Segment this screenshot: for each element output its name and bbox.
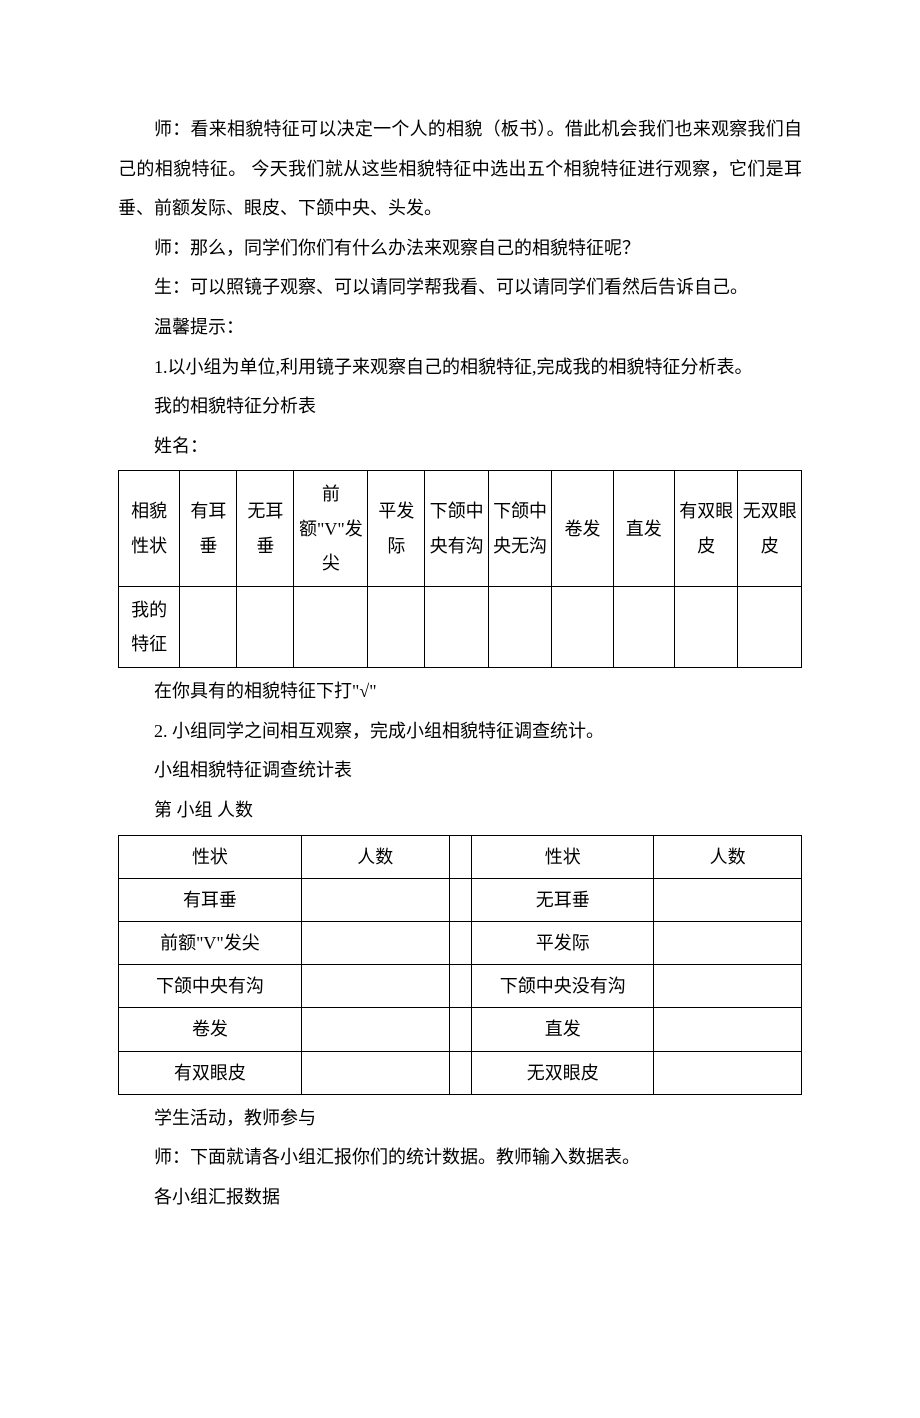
paragraph: 姓名： bbox=[118, 427, 802, 467]
cell-trait: 下颌中央有沟 bbox=[119, 965, 302, 1008]
cell-trait: 无耳垂 bbox=[472, 878, 654, 921]
cell-trait: 下颌中央没有沟 bbox=[472, 965, 654, 1008]
cell-input[interactable] bbox=[654, 922, 802, 965]
cell-trait: 无双眼皮 bbox=[472, 1051, 654, 1094]
cell-input[interactable] bbox=[738, 586, 802, 667]
cell-input[interactable] bbox=[301, 878, 449, 921]
table-row: 性状 人数 性状 人数 bbox=[119, 835, 802, 878]
cell-input[interactable] bbox=[654, 878, 802, 921]
paragraph: 师：那么，同学们你们有什么办法来观察自己的相貌特征呢？ bbox=[118, 229, 802, 269]
cell-trait-label: 相貌性状 bbox=[119, 471, 180, 587]
cell-input[interactable] bbox=[654, 1051, 802, 1094]
cell-input[interactable] bbox=[301, 1008, 449, 1051]
cell-input[interactable] bbox=[552, 586, 613, 667]
group-survey-table: 性状 人数 性状 人数 有耳垂 无耳垂 前额"V"发尖 平发际 下颌中央有沟 下… bbox=[118, 835, 802, 1095]
paragraph: 在你具有的相貌特征下打"√" bbox=[118, 672, 802, 712]
cell-trait: 平发际 bbox=[368, 471, 425, 587]
spacer-cell bbox=[449, 1051, 472, 1094]
paragraph: 师：看来相貌特征可以决定一个人的相貌（板书）。借此机会我们也来观察我们自己的相貌… bbox=[118, 110, 802, 229]
paragraph: 小组相貌特征调查统计表 bbox=[118, 751, 802, 791]
cell-trait: 有耳垂 bbox=[180, 471, 237, 587]
cell-trait: 卷发 bbox=[119, 1008, 302, 1051]
cell-trait: 下颌中央有沟 bbox=[425, 471, 488, 587]
cell-input[interactable] bbox=[654, 1008, 802, 1051]
cell-input[interactable] bbox=[180, 586, 237, 667]
paragraph: 1.以小组为单位,利用镜子来观察自己的相貌特征,完成我的相貌特征分析表。 bbox=[118, 348, 802, 388]
cell-input[interactable] bbox=[294, 586, 368, 667]
cell-trait: 有双眼皮 bbox=[674, 471, 737, 587]
paragraph: 温馨提示： bbox=[118, 308, 802, 348]
cell-trait: 有耳垂 bbox=[119, 878, 302, 921]
paragraph: 生：可以照镜子观察、可以请同学帮我看、可以请同学们看然后告诉自己。 bbox=[118, 268, 802, 308]
paragraph: 第 小组 人数 bbox=[118, 791, 802, 831]
cell-trait: 有双眼皮 bbox=[119, 1051, 302, 1094]
header-count: 人数 bbox=[301, 835, 449, 878]
cell-input[interactable] bbox=[368, 586, 425, 667]
cell-trait: 下颌中央无沟 bbox=[488, 471, 551, 587]
cell-input[interactable] bbox=[613, 586, 674, 667]
cell-trait: 无耳垂 bbox=[237, 471, 294, 587]
spacer-cell bbox=[449, 878, 472, 921]
cell-input[interactable] bbox=[425, 586, 488, 667]
header-count: 人数 bbox=[654, 835, 802, 878]
spacer-cell bbox=[449, 922, 472, 965]
table-row: 下颌中央有沟 下颌中央没有沟 bbox=[119, 965, 802, 1008]
cell-input[interactable] bbox=[674, 586, 737, 667]
cell-trait: 平发际 bbox=[472, 922, 654, 965]
cell-my-trait-label: 我的特征 bbox=[119, 586, 180, 667]
cell-trait: 前额"V"发尖 bbox=[294, 471, 368, 587]
cell-trait: 直发 bbox=[613, 471, 674, 587]
cell-trait: 卷发 bbox=[552, 471, 613, 587]
cell-trait: 无双眼皮 bbox=[738, 471, 802, 587]
paragraph: 学生活动，教师参与 bbox=[118, 1099, 802, 1139]
cell-input[interactable] bbox=[654, 965, 802, 1008]
table-row: 卷发 直发 bbox=[119, 1008, 802, 1051]
traits-analysis-table: 相貌性状 有耳垂 无耳垂 前额"V"发尖 平发际 下颌中央有沟 下颌中央无沟 卷… bbox=[118, 470, 802, 668]
table-row: 有双眼皮 无双眼皮 bbox=[119, 1051, 802, 1094]
cell-input[interactable] bbox=[301, 922, 449, 965]
table-row: 前额"V"发尖 平发际 bbox=[119, 922, 802, 965]
spacer-cell bbox=[449, 1008, 472, 1051]
header-trait: 性状 bbox=[119, 835, 302, 878]
spacer-cell bbox=[449, 835, 472, 878]
cell-input[interactable] bbox=[488, 586, 551, 667]
cell-input[interactable] bbox=[301, 1051, 449, 1094]
spacer-cell bbox=[449, 965, 472, 1008]
paragraph: 我的相貌特征分析表 bbox=[118, 387, 802, 427]
table-row: 相貌性状 有耳垂 无耳垂 前额"V"发尖 平发际 下颌中央有沟 下颌中央无沟 卷… bbox=[119, 471, 802, 587]
table-row: 有耳垂 无耳垂 bbox=[119, 878, 802, 921]
header-trait: 性状 bbox=[472, 835, 654, 878]
cell-input[interactable] bbox=[301, 965, 449, 1008]
paragraph: 各小组汇报数据 bbox=[118, 1178, 802, 1218]
table-row: 我的特征 bbox=[119, 586, 802, 667]
cell-trait: 前额"V"发尖 bbox=[119, 922, 302, 965]
cell-trait: 直发 bbox=[472, 1008, 654, 1051]
paragraph: 师：下面就请各小组汇报你们的统计数据。教师输入数据表。 bbox=[118, 1138, 802, 1178]
paragraph: 2. 小组同学之间相互观察，完成小组相貌特征调查统计。 bbox=[118, 712, 802, 752]
cell-input[interactable] bbox=[237, 586, 294, 667]
